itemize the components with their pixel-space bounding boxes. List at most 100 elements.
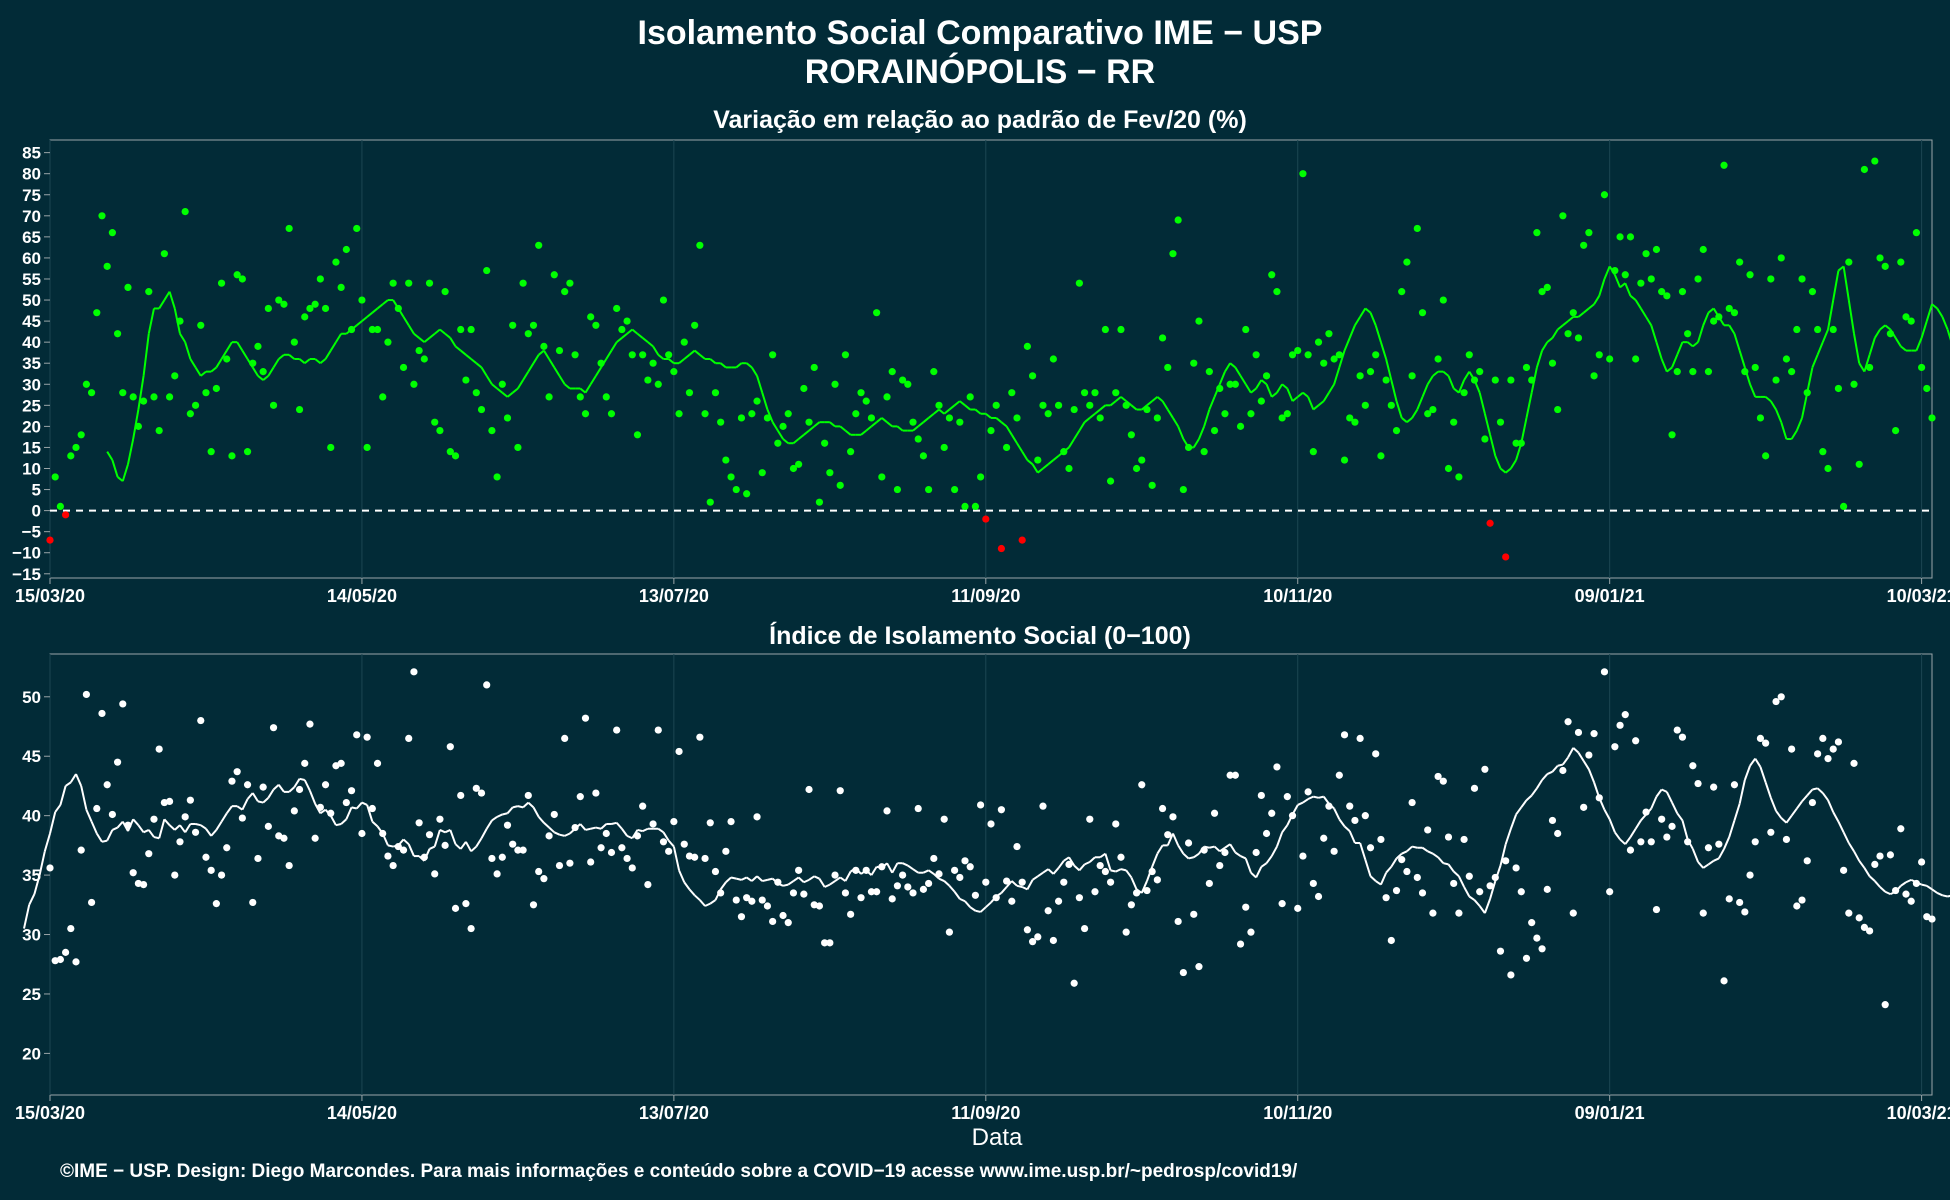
moving-average-segment — [1812, 787, 1818, 791]
daily-point — [561, 734, 569, 742]
daily-point — [1023, 342, 1031, 350]
moving-average-segment — [751, 875, 758, 882]
moving-average-segment — [454, 345, 462, 352]
x-tick-label: 14/05/20 — [327, 1103, 397, 1123]
moving-average-segment — [1499, 843, 1507, 866]
daily-point — [405, 734, 413, 742]
daily-point — [1273, 288, 1281, 296]
daily-point — [1429, 909, 1437, 917]
moving-average-segment — [95, 832, 103, 843]
daily-point — [696, 241, 704, 249]
daily-point — [1600, 668, 1609, 676]
moving-average-segment — [1359, 842, 1367, 860]
moving-average-segment — [267, 366, 275, 377]
daily-point — [1720, 977, 1728, 985]
daily-point — [987, 426, 995, 435]
daily-point — [1767, 275, 1775, 283]
daily-point — [753, 813, 761, 821]
daily-point — [275, 296, 283, 304]
daily-point — [1840, 866, 1848, 874]
moving-average-segment — [1733, 333, 1741, 351]
daily-point — [1710, 317, 1718, 325]
moving-average-segment — [1764, 782, 1772, 799]
moving-average-segment — [678, 869, 686, 883]
daily-point — [914, 435, 922, 443]
daily-point — [925, 879, 933, 888]
daily-point — [1424, 826, 1432, 834]
daily-point — [540, 875, 548, 883]
moving-average-segment — [1239, 375, 1247, 385]
moving-average-segment — [121, 463, 129, 482]
daily-point — [841, 889, 850, 897]
moving-average-segment — [611, 821, 617, 825]
daily-point — [451, 904, 460, 912]
daily-point — [1096, 861, 1104, 870]
moving-average-segment — [1936, 307, 1944, 318]
moving-average-segment — [938, 408, 945, 415]
daily-point — [1658, 815, 1666, 823]
moving-average-segment — [293, 778, 301, 788]
moving-average-segment — [1166, 409, 1174, 419]
moving-average-segment — [683, 881, 691, 890]
moving-average-segment — [1218, 371, 1226, 385]
daily-point — [654, 726, 662, 734]
moving-average-segment — [179, 824, 186, 833]
moving-average-segment — [813, 421, 821, 428]
daily-point — [1699, 909, 1707, 917]
daily-point — [1715, 313, 1723, 321]
moving-average-segment — [953, 400, 961, 407]
daily-point — [472, 784, 480, 792]
daily-point — [1491, 376, 1499, 384]
moving-average-segment — [839, 876, 846, 882]
moving-average-segment — [1177, 844, 1185, 855]
moving-average-segment — [813, 875, 820, 880]
daily-point — [685, 389, 694, 397]
moving-average-segment — [1702, 863, 1710, 869]
daily-point — [1091, 888, 1099, 896]
moving-average-segment — [147, 829, 155, 838]
daily-point — [1418, 889, 1427, 897]
daily-point — [1486, 882, 1494, 890]
moving-average-segment — [1313, 795, 1319, 799]
moving-average-segment — [267, 788, 275, 799]
daily-point — [1210, 809, 1219, 817]
daily-point — [228, 452, 236, 460]
daily-point — [269, 724, 278, 732]
moving-average-segment — [1406, 845, 1413, 853]
moving-average-segment — [953, 891, 961, 900]
moving-average-segment — [1837, 821, 1845, 833]
daily-point — [1580, 803, 1588, 811]
daily-point — [1663, 833, 1671, 841]
moving-average-segment — [1089, 412, 1096, 419]
moving-average-segment — [1769, 400, 1777, 411]
daily-point — [982, 878, 990, 886]
moving-average-segment — [964, 900, 971, 908]
daily-point — [1554, 405, 1562, 414]
daily-point — [1294, 904, 1302, 912]
moving-average-segment — [475, 362, 483, 369]
daily-point — [1886, 330, 1895, 338]
daily-point — [1606, 888, 1614, 896]
moving-average-segment — [1432, 370, 1439, 377]
daily-point — [191, 828, 200, 836]
daily-point — [1330, 847, 1338, 855]
moving-average-segment — [652, 345, 660, 356]
daily-point — [748, 410, 756, 418]
moving-average-segment — [1322, 796, 1330, 805]
moving-average-segment — [1302, 391, 1309, 398]
daily-point — [1049, 936, 1057, 945]
daily-point — [899, 871, 907, 879]
daily-point — [1034, 456, 1042, 464]
moving-average-segment — [907, 864, 914, 870]
daily-point — [1902, 890, 1910, 898]
moving-average-segment — [496, 387, 503, 394]
daily-point — [384, 338, 392, 346]
moving-average-segment — [1244, 858, 1252, 874]
daily-point — [1720, 161, 1728, 169]
moving-average-segment — [564, 383, 571, 390]
daily-point — [1559, 212, 1567, 220]
moving-average-segment — [699, 354, 706, 360]
moving-average-segment — [1156, 844, 1164, 855]
moving-average-segment — [1541, 773, 1549, 781]
moving-average-segment — [361, 316, 368, 322]
